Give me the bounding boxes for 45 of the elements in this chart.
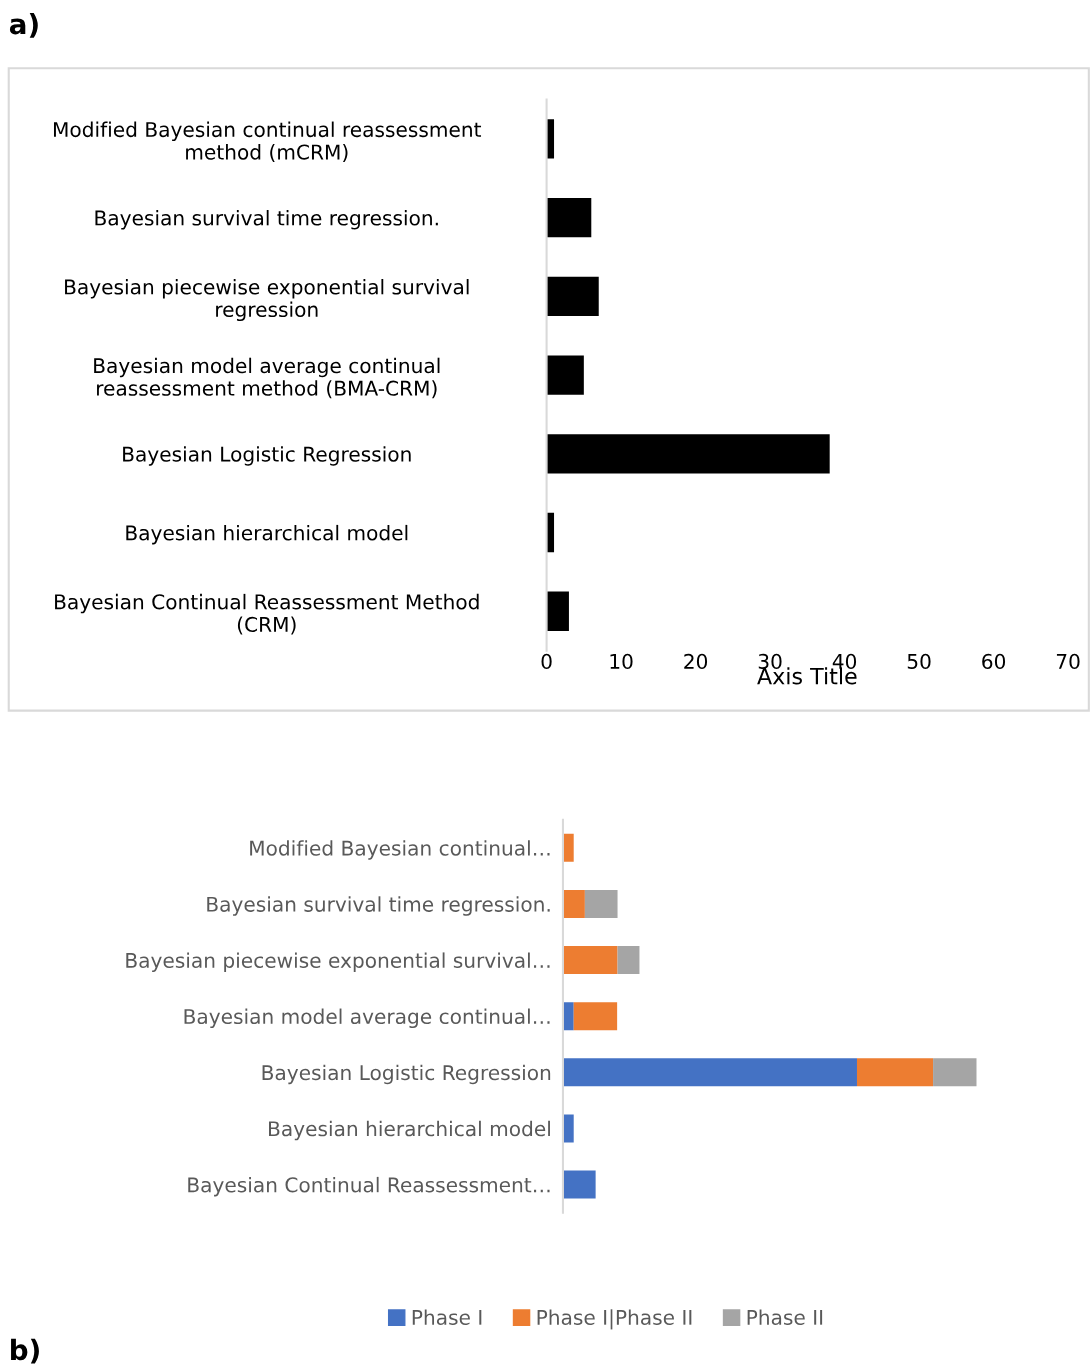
bar	[562, 889, 585, 918]
y-tick-label: Bayesian Continual Reassessment Method (CRM)	[55, 593, 479, 635]
y-tick-label: Modified Bayesian continual reassessment method (mCRM)	[53, 121, 482, 163]
y-tick-label: Bayesian piecewise exponential survival regression	[65, 278, 469, 322]
y-tick-label: Bayesian hierarchical model	[269, 1120, 550, 1141]
bar	[933, 1058, 977, 1087]
bar	[617, 946, 640, 975]
x-tick-label: 70	[1056, 653, 1080, 669]
y-tick-label: Modified Bayesian continual…	[250, 840, 550, 860]
legend-label: Phase I|Phase II	[537, 1309, 692, 1330]
x-axis-title: Axis Title	[757, 667, 857, 685]
bar	[562, 1114, 574, 1143]
x-tick-label: 10	[610, 653, 633, 669]
legend-label: Phase II	[747, 1309, 823, 1325]
bar	[562, 946, 618, 975]
bar	[584, 889, 618, 918]
y-tick-label: Bayesian Logistic Regression	[123, 446, 411, 466]
y-tick-label: Bayesian model average continual…	[184, 1008, 550, 1029]
bar	[573, 1002, 618, 1031]
bar	[546, 591, 569, 631]
x-tick-label: 60	[982, 653, 1006, 669]
y-tick-label: Bayesian model average continual reassessment method (BMA-CRM)	[94, 357, 440, 399]
bar	[562, 1002, 574, 1031]
bar	[546, 197, 592, 238]
x-tick-label: 20	[684, 653, 708, 669]
x-tick-label: 40	[832, 653, 857, 669]
bar	[546, 355, 584, 395]
bar	[562, 1170, 596, 1199]
x-tick-label: 30	[758, 653, 782, 669]
y-tick-label: Bayesian Continual Reassessment…	[188, 1176, 550, 1197]
bar	[546, 434, 830, 474]
y-tick-label: Bayesian piecewise exponential survival…	[126, 952, 550, 972]
x-tick-label: 0	[541, 653, 552, 669]
x-tick-label: 50	[907, 653, 931, 669]
bar	[856, 1058, 934, 1087]
y-tick-label: Bayesian Logistic Regression	[262, 1064, 551, 1085]
bar	[562, 833, 574, 862]
text: b)	[11, 1338, 39, 1364]
y-tick-label: Bayesian survival time regression.	[95, 210, 438, 230]
bar	[546, 276, 599, 317]
text: a)	[9, 13, 38, 38]
bar	[562, 1058, 857, 1087]
y-tick-label: Bayesian hierarchical model	[126, 524, 408, 545]
legend-label: Phase I	[412, 1309, 482, 1325]
y-tick-label: Bayesian survival time regression.	[207, 896, 550, 916]
